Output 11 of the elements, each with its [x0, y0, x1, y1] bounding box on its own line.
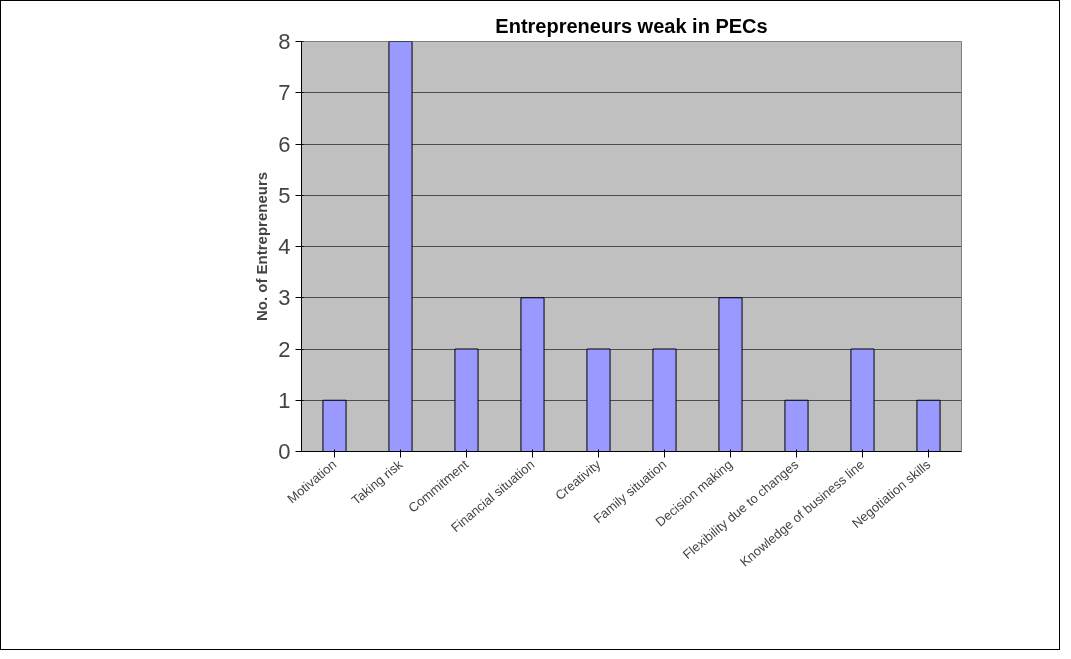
y-axis-title: No. of Entrepreneurs	[253, 171, 271, 322]
y-tick-label: 0	[278, 439, 291, 464]
y-tick-label: 2	[278, 336, 291, 362]
y-tick-label: 5	[278, 182, 291, 208]
chart-title: Entrepreneurs weak in PECs	[495, 14, 768, 37]
y-tick-label: 4	[278, 234, 291, 259]
y-tick-label: 7	[278, 80, 291, 106]
y-tick-label: 8	[278, 29, 291, 54]
y-tick-label: 6	[278, 131, 291, 157]
y-tick-label: 1	[278, 387, 291, 413]
y-tick-label: 3	[278, 285, 291, 311]
